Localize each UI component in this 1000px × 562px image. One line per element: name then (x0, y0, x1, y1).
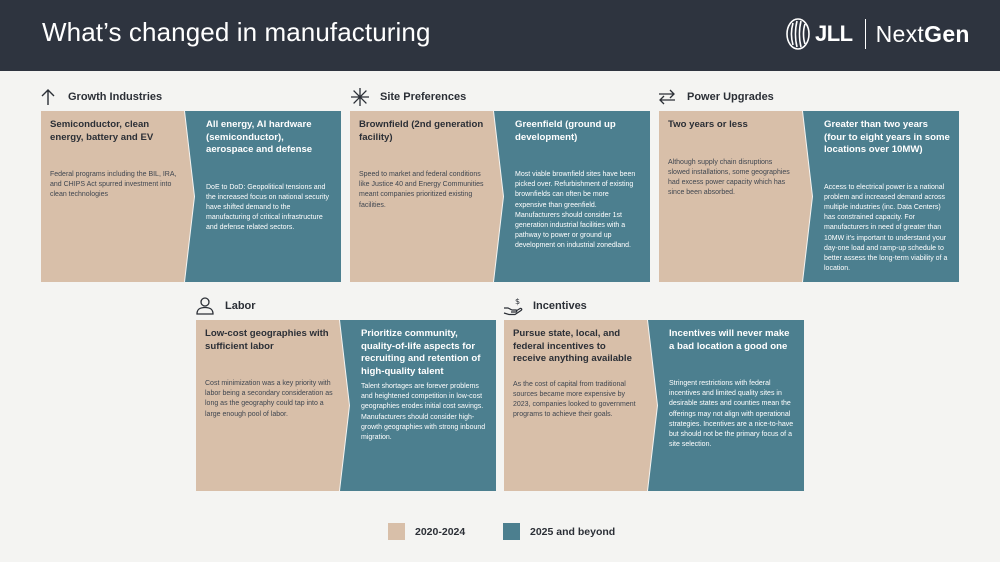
labor-after-panel: Prioritize community, quality-of-life as… (340, 320, 496, 491)
power-before-panel: Two years or less Although supply chain … (659, 111, 812, 282)
legend-swatch-tan (388, 523, 405, 540)
logo-next-text: Next (875, 20, 925, 47)
section-label: Power Upgrades (687, 91, 774, 103)
section-labor: Labor (195, 295, 256, 317)
jll-logo-mark-icon (786, 18, 810, 50)
incentives-after-panel: Incentives will never make a bad locatio… (648, 320, 804, 491)
section-label: Labor (225, 300, 256, 312)
growth-after-panel: All energy, AI hardware (semiconductor),… (185, 111, 341, 282)
logo-jll-text: JLL (815, 21, 853, 46)
panel-body: Stringent restrictions with federal ince… (669, 380, 794, 449)
legend-label: 2025 and beyond (530, 525, 616, 538)
legend-item-after: 2025 and beyond (503, 523, 615, 540)
panel-body: Federal programs including the BIL, IRA,… (50, 171, 177, 199)
section-incentives: $ Incentives (503, 295, 587, 317)
section-label: Incentives (533, 300, 587, 312)
legend-swatch-teal (503, 523, 520, 540)
panel-title: Pursue state, local, and federal incenti… (513, 328, 632, 364)
panel-title: Greater than two years (four to eight ye… (824, 119, 950, 155)
growth-before-panel: Semiconductor, clean energy, battery and… (41, 111, 194, 282)
arrow-up-icon (41, 89, 55, 105)
svg-text:$: $ (515, 297, 520, 306)
section-label: Site Preferences (380, 91, 467, 103)
power-after-panel: Greater than two years (four to eight ye… (803, 111, 959, 282)
logo-divider (864, 19, 866, 49)
section-power-upgrades: Power Upgrades (657, 86, 774, 108)
incentives-before-panel: Pursue state, local, and federal incenti… (504, 320, 657, 491)
panel-body: Although supply chain disruptions slowed… (668, 158, 790, 197)
section-site-preferences: Site Preferences (350, 86, 466, 108)
legend-label: 2020-2024 (415, 525, 466, 538)
swap-arrows-icon (659, 89, 675, 105)
jll-nextgen-logo: JLL NextGen (786, 18, 970, 50)
panel-title: Low-cost geographies with sufficient lab… (205, 328, 329, 352)
section-growth-industries: Growth Industries (38, 86, 162, 108)
logo-nextgen-text: NextGen (876, 21, 970, 48)
panel-title: Two years or less (668, 119, 748, 130)
asterisk-icon (351, 88, 369, 106)
panel-title: Semiconductor, clean energy, battery and… (50, 119, 154, 143)
panel-body: Most viable brownfield sites have been p… (515, 171, 636, 250)
person-icon (196, 297, 214, 315)
panel-body: Access to electrical power is a national… (824, 183, 948, 273)
site-after-panel: Greenfield (ground up development) Most … (494, 111, 650, 282)
site-before-panel: Brownfield (2nd generation facility) Spe… (350, 111, 503, 282)
panel-body: Talent shortages are forever problems an… (361, 383, 486, 442)
legend-item-before: 2020-2024 (388, 523, 465, 540)
panel-body: DoE to DoD: Geopolitical tensions and th… (206, 183, 329, 232)
panel-body: Cost minimization was a key priority wit… (205, 380, 333, 418)
panel-title: Brownfield (2nd generation facility) (359, 119, 484, 143)
panel-title: Greenfield (ground up development) (515, 119, 616, 143)
logo-gen-text: Gen (924, 20, 970, 47)
panel-title: Prioritize community, quality-of-life as… (361, 328, 481, 377)
panel-body: As the cost of capital from traditional … (513, 380, 636, 419)
section-label: Growth Industries (68, 91, 163, 103)
header-bar: What’s changed in manufacturing JLL Next… (0, 0, 1000, 71)
page-title: What’s changed in manufacturing (42, 17, 431, 47)
panel-title: Incentives will never make a bad locatio… (669, 328, 790, 352)
hand-dollar-icon: $ (503, 297, 523, 316)
panel-body: Speed to market and federal conditions l… (359, 171, 484, 209)
labor-before-panel: Low-cost geographies with sufficient lab… (196, 320, 349, 491)
panel-title: All energy, AI hardware (semiconductor),… (206, 119, 313, 155)
